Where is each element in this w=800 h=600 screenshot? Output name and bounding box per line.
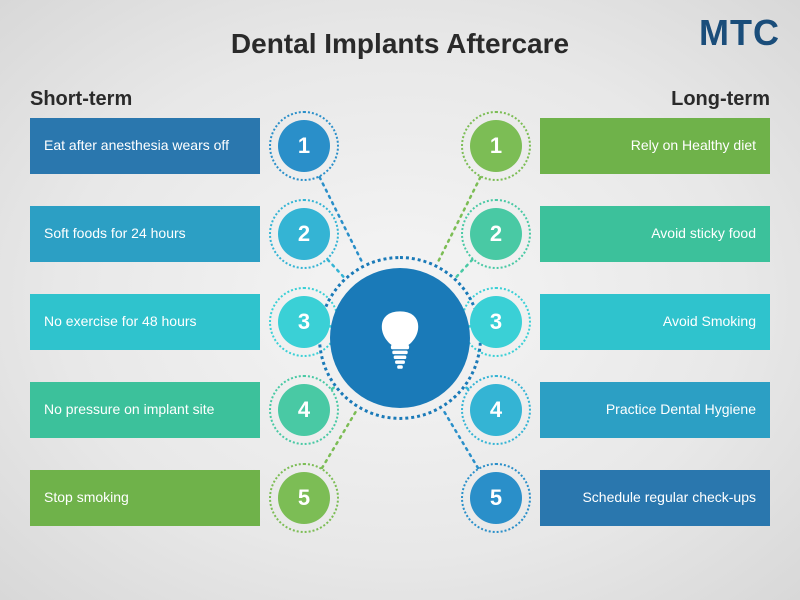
num-label: 5 [298, 485, 310, 511]
num-label: 3 [490, 309, 502, 335]
num-label: 3 [298, 309, 310, 335]
left-num-4: 4 [278, 384, 330, 436]
right-num-5: 5 [470, 472, 522, 524]
left-num-2: 2 [278, 208, 330, 260]
num-label: 5 [490, 485, 502, 511]
right-num-4: 4 [470, 384, 522, 436]
num-label: 4 [298, 397, 310, 423]
right-num-2: 2 [470, 208, 522, 260]
num-label: 2 [298, 221, 310, 247]
num-label: 1 [490, 133, 502, 159]
num-label: 1 [298, 133, 310, 159]
num-label: 4 [490, 397, 502, 423]
left-num-3: 3 [278, 296, 330, 348]
left-num-1: 1 [278, 120, 330, 172]
left-num-5: 5 [278, 472, 330, 524]
center-circle [330, 268, 470, 408]
dental-implant-icon [365, 303, 435, 373]
num-label: 2 [490, 221, 502, 247]
right-num-3: 3 [470, 296, 522, 348]
right-num-1: 1 [470, 120, 522, 172]
